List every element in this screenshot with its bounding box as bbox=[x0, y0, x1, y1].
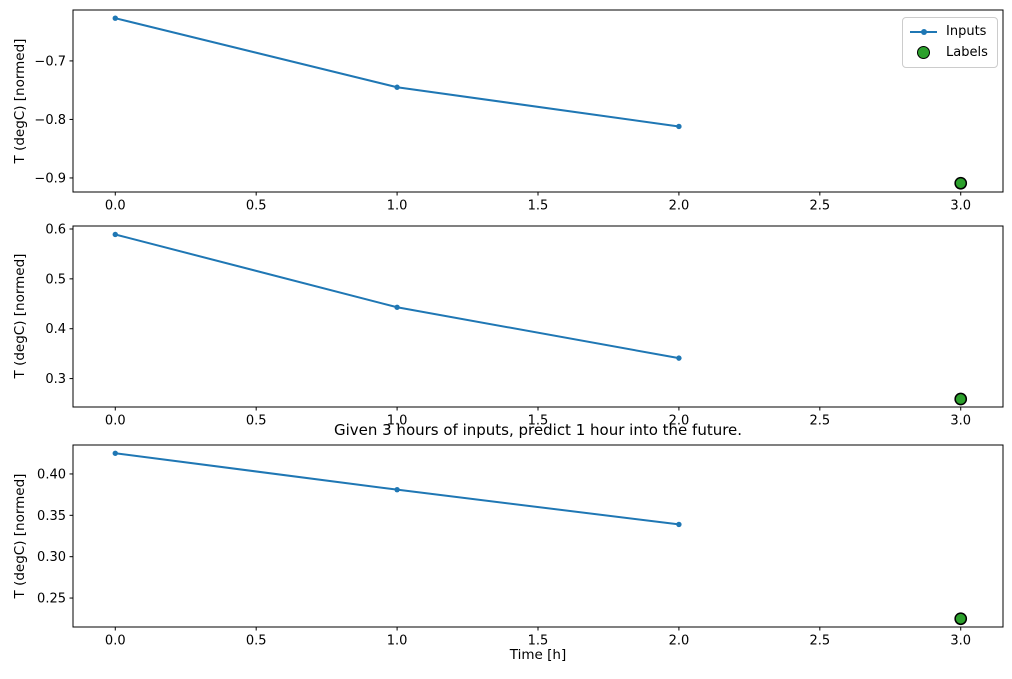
y-tick-label: −0.7 bbox=[34, 54, 66, 69]
y-tick-label: 0.6 bbox=[45, 222, 66, 237]
x-tick-label: 1.5 bbox=[528, 634, 549, 649]
x-tick-label: 2.0 bbox=[669, 634, 690, 649]
legend-item-inputs: Inputs bbox=[909, 21, 997, 42]
x-axis-label: Time [h] bbox=[509, 647, 567, 663]
inputs-marker bbox=[112, 450, 118, 456]
x-tick-label: 0.0 bbox=[105, 414, 126, 429]
labels-point bbox=[954, 392, 968, 406]
inputs-marker bbox=[394, 304, 400, 310]
x-tick-label: 0.5 bbox=[246, 199, 267, 214]
axes-frame bbox=[72, 444, 1004, 628]
y-tick-label: 0.5 bbox=[45, 272, 66, 287]
legend-label-labels: Labels bbox=[946, 45, 988, 60]
inputs-marker bbox=[676, 123, 682, 130]
y-tick-label: 0.25 bbox=[37, 592, 66, 607]
y-tick-label: 0.40 bbox=[37, 467, 66, 482]
y-tick-label: 0.3 bbox=[45, 372, 66, 387]
x-tick-label: 2.0 bbox=[669, 199, 690, 214]
y-tick-label: −0.9 bbox=[34, 171, 66, 186]
x-tick-label: 1.0 bbox=[387, 414, 408, 429]
x-tick-label: 3.0 bbox=[950, 414, 971, 429]
y-tick-label: 0.35 bbox=[37, 509, 66, 524]
legend: Inputs Labels bbox=[902, 17, 998, 68]
inputs-marker bbox=[394, 84, 400, 90]
x-tick-label: 1.5 bbox=[528, 414, 549, 429]
labels-circle-icon bbox=[909, 46, 937, 59]
x-tick-label: 1.5 bbox=[528, 199, 549, 214]
y-tick-label: 0.30 bbox=[37, 550, 66, 565]
labels-point bbox=[954, 612, 968, 626]
y-axis-label-bottom: T (degC) [normed] bbox=[12, 473, 28, 599]
x-tick-label: 2.5 bbox=[809, 634, 830, 649]
inputs-marker bbox=[112, 15, 118, 21]
y-axis-label-top: T (degC) [normed] bbox=[12, 38, 28, 164]
labels-point bbox=[954, 176, 968, 190]
legend-label-inputs: Inputs bbox=[946, 24, 987, 39]
x-tick-label: 0.0 bbox=[105, 634, 126, 649]
y-tick-label: 0.4 bbox=[45, 322, 66, 337]
x-tick-label: 2.0 bbox=[669, 414, 690, 429]
x-tick-label: 2.5 bbox=[809, 199, 830, 214]
inputs-line bbox=[114, 17, 680, 128]
inputs-marker bbox=[394, 486, 400, 493]
inputs-line-icon bbox=[909, 28, 937, 35]
x-tick-label: 1.0 bbox=[387, 199, 408, 214]
axes-frame bbox=[72, 225, 1004, 408]
axes-frame bbox=[72, 9, 1004, 193]
legend-item-labels: Labels bbox=[909, 42, 997, 63]
x-tick-label: 3.0 bbox=[950, 199, 971, 214]
x-tick-label: 2.5 bbox=[809, 414, 830, 429]
x-tick-label: 0.0 bbox=[105, 199, 126, 214]
inputs-marker bbox=[676, 355, 682, 361]
x-tick-label: 3.0 bbox=[950, 634, 971, 649]
x-tick-label: 0.5 bbox=[246, 634, 267, 649]
y-tick-label: −0.8 bbox=[34, 113, 66, 128]
x-tick-label: 1.0 bbox=[387, 634, 408, 649]
x-tick-label: 0.5 bbox=[246, 414, 267, 429]
inputs-line bbox=[114, 233, 680, 360]
chart-title: Given 3 hours of inputs, predict 1 hour … bbox=[333, 421, 743, 439]
y-axis-label-middle: T (degC) [normed] bbox=[12, 253, 28, 379]
inputs-marker bbox=[112, 231, 118, 238]
inputs-marker bbox=[676, 521, 682, 528]
